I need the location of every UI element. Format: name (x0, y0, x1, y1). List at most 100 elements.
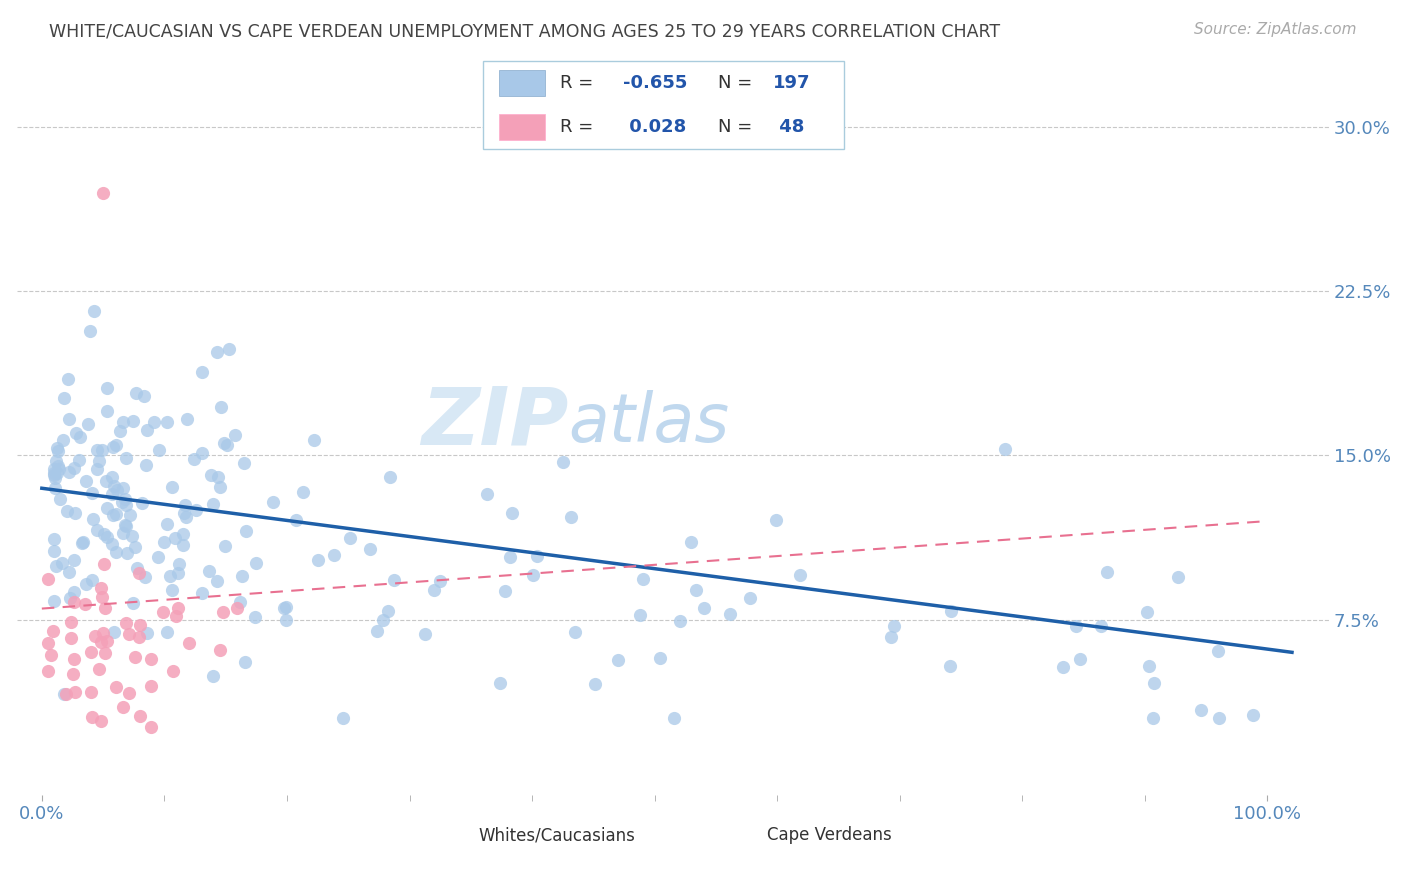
Point (198, 565, 221, 579)
Point (112, 416, 135, 430)
Point (366, 624, 388, 639)
Point (131, 496, 153, 510)
Point (332, 711, 354, 725)
Point (939, 659, 962, 673)
Text: ZIP: ZIP (420, 384, 568, 462)
Point (49, 491, 72, 506)
Point (83, 304, 105, 318)
Point (104, 438, 127, 452)
Point (96, 529, 118, 543)
Point (108, 424, 131, 438)
Point (209, 400, 232, 414)
Point (212, 605, 235, 619)
Point (231, 569, 253, 583)
Point (136, 424, 159, 438)
Point (69, 430, 91, 444)
Point (177, 636, 200, 650)
Point (941, 604, 963, 618)
Point (100, 470, 122, 484)
Point (46, 458, 69, 473)
Point (93, 557, 115, 571)
Point (662, 711, 685, 725)
Point (86, 523, 108, 537)
Point (522, 568, 544, 582)
Point (285, 513, 308, 527)
Point (42, 532, 65, 546)
Point (628, 607, 651, 622)
Point (111, 481, 134, 495)
Text: Whites/Caucasians: Whites/Caucasians (479, 827, 636, 845)
Point (111, 700, 134, 714)
Point (155, 517, 177, 532)
Point (607, 653, 630, 667)
Point (166, 566, 188, 581)
Point (105, 508, 128, 522)
Point (51, 556, 73, 570)
Point (208, 480, 231, 494)
Point (132, 389, 155, 403)
Point (96, 474, 118, 488)
Point (115, 450, 138, 465)
Point (104, 681, 127, 695)
Point (58, 411, 80, 425)
Point (215, 438, 238, 452)
Text: N =: N = (717, 74, 758, 92)
Point (122, 414, 145, 428)
Point (142, 415, 165, 429)
Point (65, 426, 87, 441)
Point (44, 481, 66, 495)
Point (48, 461, 70, 475)
Point (114, 519, 136, 533)
Point (72, 534, 94, 549)
Point (1143, 675, 1166, 690)
Point (96, 500, 118, 515)
Point (184, 503, 207, 517)
Point (42, 593, 65, 607)
Point (128, 630, 150, 644)
Point (205, 344, 228, 359)
Point (377, 604, 399, 618)
Point (139, 720, 162, 734)
Point (183, 452, 205, 467)
Point (42, 624, 65, 638)
Point (60, 632, 83, 646)
Point (232, 456, 254, 470)
Point (87, 662, 110, 676)
Point (101, 487, 124, 501)
Text: R =: R = (560, 118, 599, 136)
Point (190, 446, 212, 460)
Point (994, 442, 1017, 456)
Point (648, 651, 671, 665)
Point (172, 527, 194, 541)
Point (82, 710, 104, 724)
Point (83, 629, 105, 643)
Point (122, 595, 145, 609)
Point (413, 627, 436, 641)
Point (274, 600, 297, 615)
Point (879, 630, 901, 644)
Point (56, 372, 79, 386)
Point (76, 576, 98, 591)
Point (323, 549, 346, 563)
Point (90, 714, 112, 728)
Point (67, 452, 90, 467)
Point (218, 342, 240, 356)
Point (292, 484, 315, 499)
Point (96, 381, 118, 395)
Point (58, 565, 80, 579)
Point (1142, 711, 1164, 725)
Point (274, 613, 297, 627)
Point (245, 556, 267, 570)
Point (135, 458, 157, 472)
Point (82, 511, 104, 525)
Point (176, 412, 198, 426)
Point (233, 655, 256, 669)
Point (44, 471, 66, 485)
Point (56, 504, 79, 518)
Point (191, 585, 214, 599)
Point (243, 609, 266, 624)
Point (173, 506, 195, 520)
Point (80, 684, 103, 698)
Point (94, 600, 117, 615)
Point (125, 560, 148, 574)
